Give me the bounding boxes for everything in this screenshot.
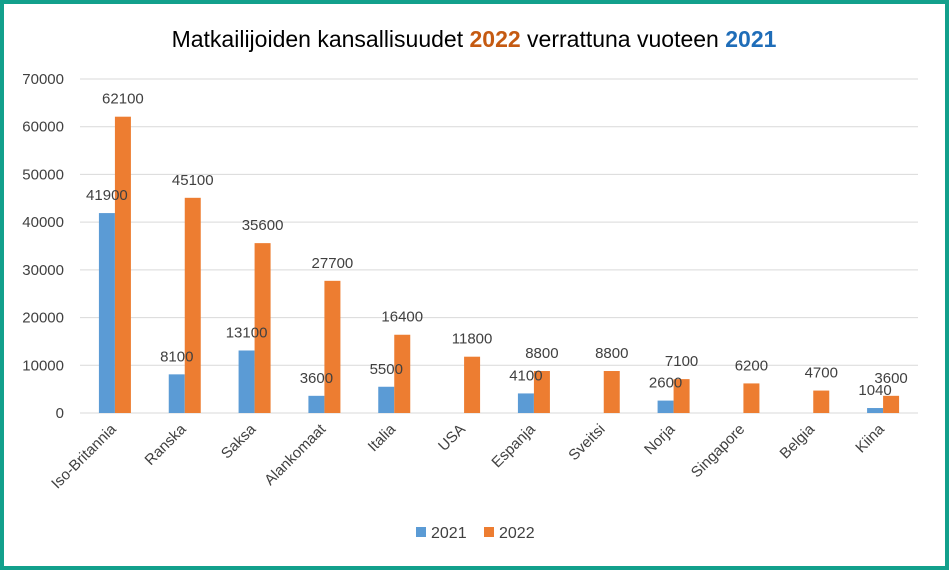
gridlines bbox=[80, 78, 918, 414]
data-label-2021: 5500 bbox=[370, 361, 403, 378]
title-year-2022: 2022 bbox=[469, 26, 520, 52]
bar-2022 bbox=[603, 371, 620, 413]
x-tick-label: Alankomaat bbox=[261, 420, 330, 489]
data-label-2021: 41900 bbox=[86, 187, 128, 204]
y-tick-label: 30000 bbox=[22, 262, 64, 279]
data-label-2022: 45100 bbox=[172, 172, 214, 189]
data-label-2022: 8800 bbox=[595, 345, 628, 362]
legend-swatch-2022 bbox=[484, 527, 494, 537]
x-tick-label: Ranska bbox=[142, 420, 190, 468]
y-tick-label: 60000 bbox=[22, 119, 64, 136]
legend-label-2022: 2022 bbox=[499, 525, 535, 542]
x-tick-label: Norja bbox=[641, 420, 679, 458]
x-tick-label: Italia bbox=[365, 420, 400, 455]
data-labels: 41900 62100 8100 45100 13100 35600 3600 27700 55… bbox=[86, 91, 908, 399]
x-tick-label: Kiina bbox=[852, 420, 888, 456]
data-label-2022: 6200 bbox=[735, 357, 768, 374]
bars bbox=[98, 116, 900, 414]
data-label-2021: 2600 bbox=[649, 375, 682, 392]
y-tick-label: 20000 bbox=[22, 310, 64, 327]
bar-2022 bbox=[813, 390, 830, 413]
bar-2021 bbox=[517, 393, 534, 413]
bar-2022 bbox=[883, 395, 900, 413]
bar-2021 bbox=[657, 400, 674, 413]
x-tick-label: Sveitsi bbox=[565, 421, 608, 464]
data-label-2021: 8100 bbox=[160, 348, 193, 365]
bar-2021 bbox=[168, 374, 185, 413]
legend: 2021 2022 bbox=[416, 525, 535, 542]
x-tick-label: USA bbox=[435, 421, 469, 455]
bar-2022 bbox=[394, 334, 411, 413]
data-label-2021: 3600 bbox=[300, 370, 333, 387]
legend-label-2021: 2021 bbox=[431, 525, 467, 542]
bar-2021 bbox=[98, 213, 115, 413]
y-tick-label: 40000 bbox=[22, 214, 64, 231]
bar-2022 bbox=[464, 356, 481, 413]
bar-2022 bbox=[184, 197, 201, 413]
data-label-2021: 1040 bbox=[858, 382, 891, 399]
bar-2021 bbox=[238, 350, 255, 413]
data-label-2022: 16400 bbox=[381, 309, 423, 326]
y-tick-label: 50000 bbox=[22, 166, 64, 183]
x-tick-label: Iso-Britannia bbox=[48, 420, 120, 492]
data-label-2022: 4700 bbox=[805, 365, 838, 382]
data-label-2022: 3600 bbox=[874, 370, 907, 387]
y-axis-ticks: 0 10000 20000 30000 40000 50000 60000 70000 bbox=[22, 71, 64, 422]
x-tick-label: Belgia bbox=[777, 420, 819, 462]
bar-2021 bbox=[308, 395, 325, 413]
data-label-2022: 35600 bbox=[242, 217, 284, 234]
title-middle: verrattuna vuoteen bbox=[521, 26, 726, 52]
data-label-2021: 4100 bbox=[509, 367, 542, 384]
data-label-2022: 7100 bbox=[665, 353, 698, 370]
bar-2022 bbox=[324, 280, 341, 413]
legend-swatch-2021 bbox=[416, 527, 426, 537]
data-label-2022: 11800 bbox=[452, 331, 493, 348]
bar-2022 bbox=[673, 379, 690, 413]
bar-2022 bbox=[743, 383, 760, 413]
bar-2022 bbox=[254, 243, 271, 413]
bar-2021 bbox=[378, 386, 395, 413]
y-tick-label: 10000 bbox=[22, 357, 64, 374]
x-tick-label: Singapore bbox=[688, 421, 748, 481]
data-label-2022: 27700 bbox=[312, 255, 354, 272]
data-label-2022: 62100 bbox=[102, 91, 144, 108]
bar-2022 bbox=[114, 116, 131, 414]
data-label-2021: 13100 bbox=[226, 324, 268, 341]
x-axis-labels: Iso-Britannia Ranska Saksa Alankomaat Italia… bbox=[48, 420, 888, 492]
x-tick-label: Saksa bbox=[218, 420, 260, 462]
y-tick-label: 70000 bbox=[22, 71, 64, 88]
chart-title: Matkailijoiden kansallisuudet 2022 verra… bbox=[172, 26, 777, 52]
bar-2022 bbox=[533, 371, 550, 413]
bar-2021 bbox=[867, 408, 884, 413]
title-year-2021: 2021 bbox=[725, 26, 776, 52]
title-prefix: Matkailijoiden kansallisuudet bbox=[172, 26, 470, 52]
y-tick-label: 0 bbox=[56, 405, 64, 422]
x-tick-label: Espanja bbox=[488, 420, 539, 471]
data-label-2022: 8800 bbox=[525, 345, 558, 362]
